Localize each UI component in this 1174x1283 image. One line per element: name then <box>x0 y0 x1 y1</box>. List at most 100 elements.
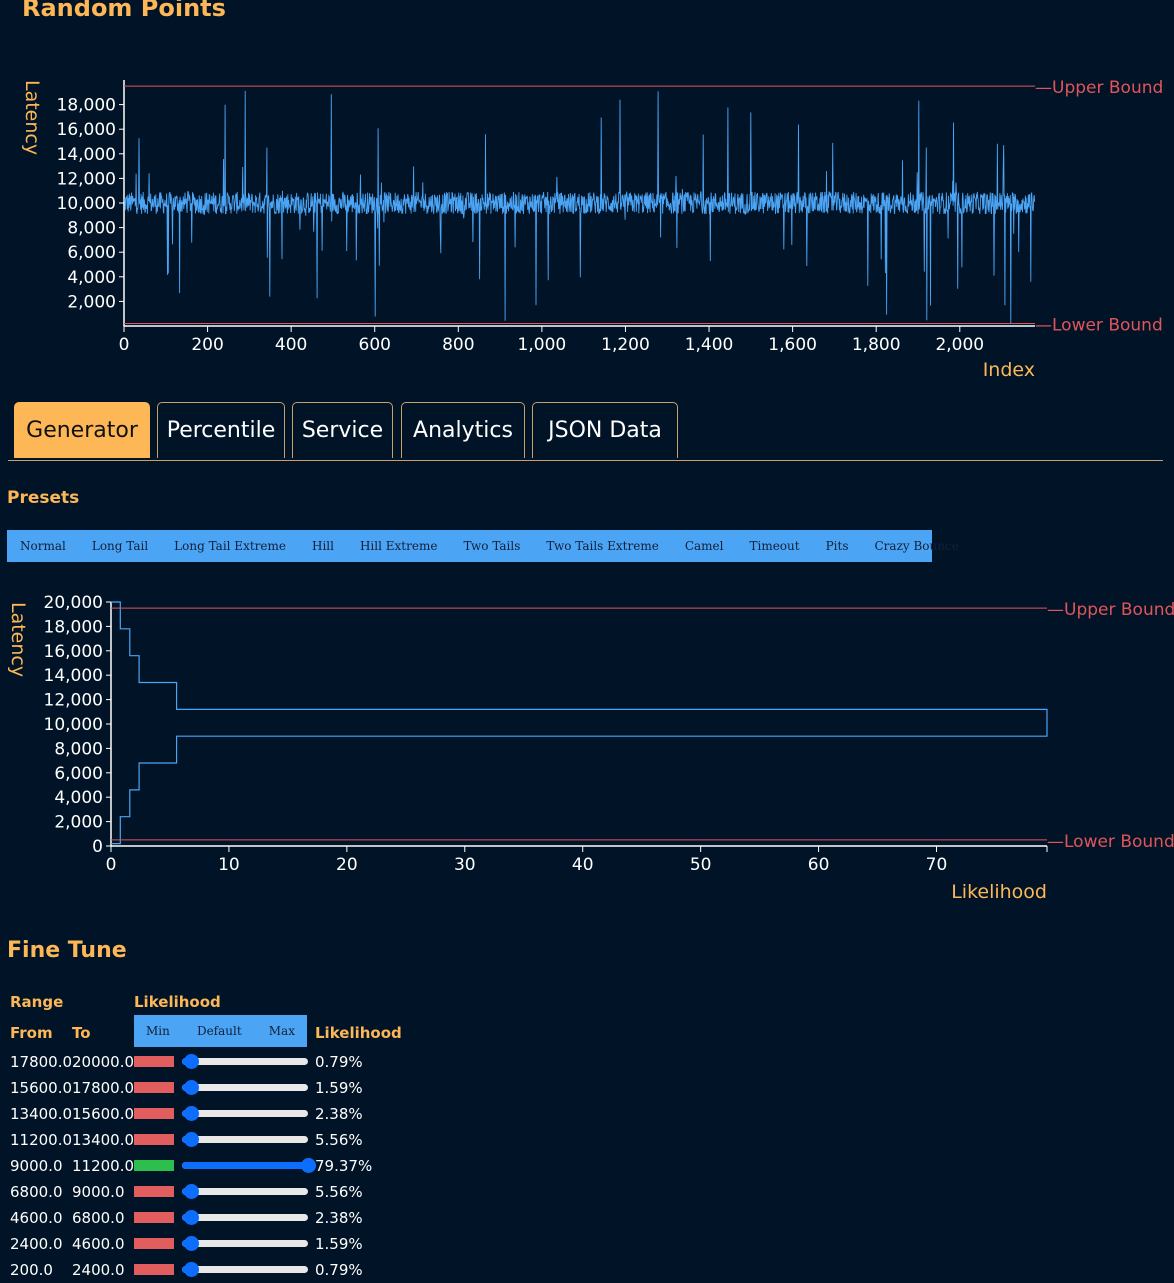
likelihood-value: 2.38% <box>315 1105 363 1123</box>
upper-bound-label: —Upper Bound <box>1047 600 1174 620</box>
y-tick-label: 10,000 <box>44 715 103 735</box>
y-tick-label: 8,000 <box>54 739 103 759</box>
likelihood-swatch <box>134 1186 174 1197</box>
x-tick-label: 0 <box>106 855 117 875</box>
y-tick-label: 2,000 <box>54 813 103 833</box>
range-from: 11200.0 <box>10 1131 73 1149</box>
y-tick-label: 16,000 <box>57 120 116 140</box>
slider-thumb[interactable] <box>183 1210 199 1225</box>
likelihood-slider[interactable] <box>182 1106 308 1121</box>
slider-thumb[interactable] <box>183 1184 199 1199</box>
preset-hill-extreme[interactable]: Hill Extreme <box>359 539 438 553</box>
y-tick-label: 14,000 <box>57 145 116 165</box>
x-tick-label: 1,600 <box>768 335 817 355</box>
y-tick-label: 12,000 <box>57 169 116 189</box>
fine-tune-row: 200.0 2400.0 0.79% <box>10 1257 410 1283</box>
fine-tune-row: 17800.0 20000.0 0.79% <box>10 1049 410 1075</box>
preset-timeout[interactable]: Timeout <box>749 539 800 553</box>
preset-crazy-bounce[interactable]: Crazy Bounce <box>874 539 959 553</box>
x-tick-label: 1,000 <box>518 335 567 355</box>
likelihood-slider[interactable] <box>182 1158 316 1173</box>
x-tick-label: 40 <box>572 855 594 875</box>
tab-json-data[interactable]: JSON Data <box>532 402 678 458</box>
likelihood-value: 5.56% <box>315 1131 363 1149</box>
slider-thumb[interactable] <box>183 1132 199 1147</box>
preset-two-tails-extreme[interactable]: Two Tails Extreme <box>546 539 659 553</box>
y-tick-label: 8,000 <box>67 219 116 239</box>
range-header: Range <box>10 993 64 1011</box>
y-tick-label: 0 <box>92 837 103 857</box>
slider-thumb[interactable] <box>183 1080 199 1095</box>
likelihood-slider[interactable] <box>182 1132 308 1147</box>
likelihood-swatch <box>134 1056 174 1067</box>
slider-thumb[interactable] <box>183 1106 199 1121</box>
range-to: 15600.0 <box>72 1105 135 1123</box>
to-header: To <box>72 1024 91 1042</box>
likelihood-slider[interactable] <box>182 1184 308 1199</box>
tab-service[interactable]: Service <box>292 402 393 458</box>
likelihood-value: 0.79% <box>315 1053 363 1071</box>
range-to: 9000.0 <box>72 1183 125 1201</box>
y-tick-label: 16,000 <box>44 642 103 662</box>
likelihood-slider[interactable] <box>182 1054 308 1069</box>
slider-thumb[interactable] <box>183 1236 199 1251</box>
y-tick-label: 18,000 <box>44 617 103 637</box>
likelihood-slider[interactable] <box>182 1210 308 1225</box>
fine-tune-row: 15600.0 17800.0 1.59% <box>10 1075 410 1101</box>
x-tick-label: 10 <box>218 855 240 875</box>
slider-header: Min Default Max <box>134 1015 307 1047</box>
fine-tune-row: 4600.0 6800.0 2.38% <box>10 1205 410 1231</box>
random-points-title: Random Points <box>22 0 226 22</box>
range-to: 20000.0 <box>72 1053 135 1071</box>
preset-hill[interactable]: Hill <box>311 539 334 553</box>
likelihood-slider[interactable] <box>182 1080 308 1095</box>
preset-long-tail-extreme[interactable]: Long Tail Extreme <box>174 539 286 553</box>
likelihood-swatch <box>134 1212 174 1223</box>
range-from: 9000.0 <box>10 1157 63 1175</box>
range-from: 17800.0 <box>10 1053 73 1071</box>
y-tick-label: 10,000 <box>57 194 116 214</box>
tab-percentile[interactable]: Percentile <box>157 402 285 458</box>
y-tick-label: 6,000 <box>67 243 116 263</box>
x-tick-label: 200 <box>191 335 223 355</box>
x-tick-label: 60 <box>808 855 830 875</box>
y-tick-label: 2,000 <box>67 292 116 312</box>
slider-thumb[interactable] <box>183 1054 199 1069</box>
preset-long-tail[interactable]: Long Tail <box>91 539 149 553</box>
likelihood-slider[interactable] <box>182 1262 308 1277</box>
x-tick-label: 50 <box>690 855 712 875</box>
likelihood-value: 0.79% <box>315 1261 363 1279</box>
slider-thumb[interactable] <box>301 1158 316 1173</box>
y-tick-label: 18,000 <box>57 96 116 116</box>
x-tick-label: 20 <box>336 855 358 875</box>
likelihood-slider[interactable] <box>182 1236 308 1251</box>
preset-pits[interactable]: Pits <box>825 539 849 553</box>
latency-series-line <box>123 90 1036 324</box>
likelihood-column-header: Likelihood <box>315 1024 402 1042</box>
likelihood-value: 79.37% <box>315 1157 373 1175</box>
presets-label: Presets <box>7 488 80 508</box>
slider-thumb[interactable] <box>183 1262 199 1277</box>
likelihood-swatch <box>134 1238 174 1249</box>
y-axis-label: Latency <box>21 80 43 155</box>
preset-camel[interactable]: Camel <box>684 539 724 553</box>
fine-tune-row: 13400.0 15600.0 2.38% <box>10 1101 410 1127</box>
likelihood-header: Likelihood <box>134 993 221 1011</box>
tab-generator[interactable]: Generator <box>14 402 150 458</box>
preset-normal[interactable]: Normal <box>20 539 66 553</box>
preset-two-tails[interactable]: Two Tails <box>463 539 521 553</box>
likelihood-swatch <box>134 1108 174 1119</box>
range-from: 15600.0 <box>10 1079 73 1097</box>
range-to: 11200.0 <box>72 1157 135 1175</box>
likelihood-value: 5.56% <box>315 1183 363 1201</box>
x-tick-label: 1,200 <box>601 335 650 355</box>
likelihood-swatch <box>134 1264 174 1275</box>
y-tick-label: 14,000 <box>44 666 103 686</box>
tab-analytics[interactable]: Analytics <box>401 402 525 458</box>
likelihood-value: 2.38% <box>315 1209 363 1227</box>
y-tick-label: 4,000 <box>54 788 103 808</box>
range-to: 2400.0 <box>72 1261 125 1279</box>
range-from: 2400.0 <box>10 1235 63 1253</box>
lower-bound-label: —Lower Bound <box>1035 316 1163 336</box>
x-tick-label: 2,000 <box>935 335 984 355</box>
